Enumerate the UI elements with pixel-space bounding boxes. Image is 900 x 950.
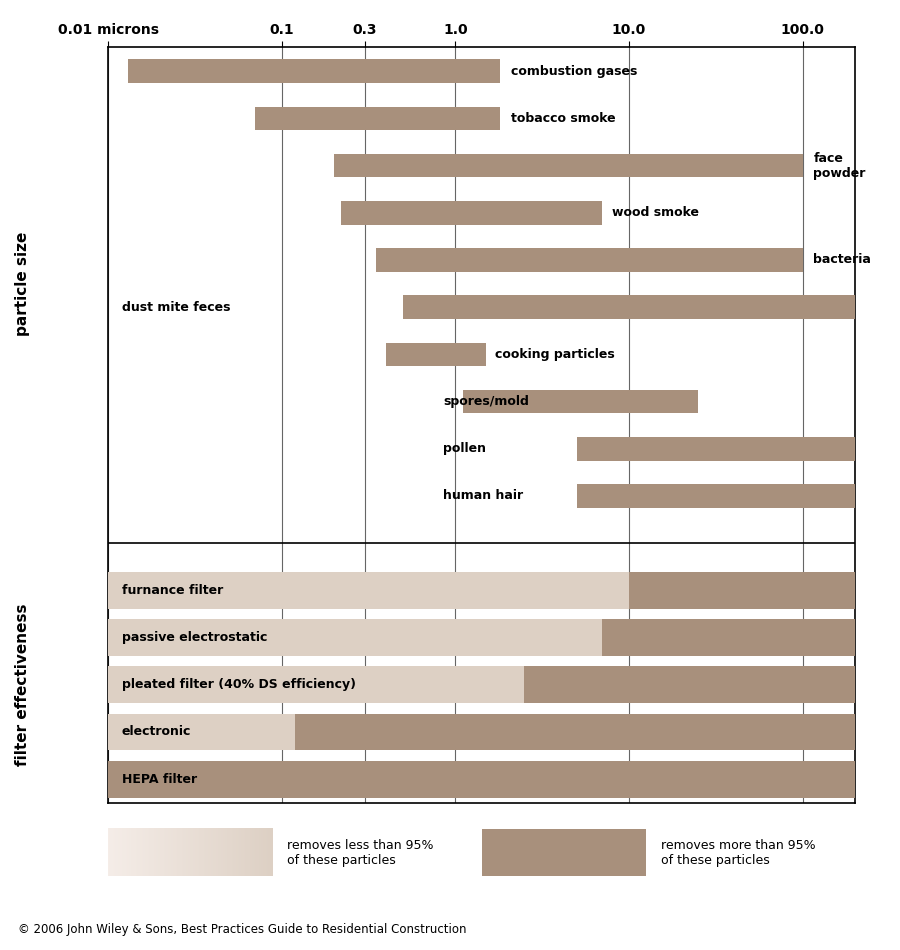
Text: bacteria: bacteria [814, 254, 871, 266]
Bar [602, 619, 855, 655]
Bar [577, 484, 855, 507]
Text: particle size: particle size [15, 232, 30, 335]
Text: pleated filter (40% DS efficiency): pleated filter (40% DS efficiency) [122, 678, 356, 692]
Text: pollen: pollen [443, 443, 486, 455]
Bar [128, 59, 500, 83]
Text: © 2006 John Wiley & Sons, Best Practices Guide to Residential Construction: © 2006 John Wiley & Sons, Best Practices… [18, 922, 466, 936]
Text: passive electrostatic: passive electrostatic [122, 631, 267, 644]
Bar [255, 106, 500, 130]
Bar [341, 200, 602, 224]
Bar [629, 572, 855, 609]
Bar [376, 248, 803, 272]
Bar [463, 390, 698, 413]
Text: tobacco smoke: tobacco smoke [511, 112, 616, 124]
Bar [295, 713, 855, 751]
Bar [108, 761, 855, 798]
Text: filter effectiveness: filter effectiveness [15, 603, 30, 766]
Text: combustion gases: combustion gases [511, 65, 638, 78]
Text: furnance filter: furnance filter [122, 584, 223, 597]
Bar [386, 343, 486, 366]
Text: dust mite feces: dust mite feces [122, 300, 230, 314]
Text: wood smoke: wood smoke [612, 206, 699, 219]
Bar [482, 829, 646, 876]
Bar [108, 666, 525, 703]
Text: electronic: electronic [122, 726, 191, 738]
Bar [403, 295, 855, 319]
Bar [108, 619, 602, 655]
Text: removes more than 95%
of these particles: removes more than 95% of these particles [661, 839, 815, 866]
Text: cooking particles: cooking particles [495, 348, 615, 361]
Bar [334, 154, 803, 178]
Bar [108, 572, 629, 609]
Text: face
powder: face powder [814, 151, 866, 180]
Text: spores/mold: spores/mold [443, 395, 529, 408]
Bar [525, 666, 855, 703]
Text: human hair: human hair [443, 489, 523, 503]
Text: HEPA filter: HEPA filter [122, 772, 197, 786]
Bar [577, 437, 855, 461]
Bar [108, 713, 295, 751]
Text: removes less than 95%
of these particles: removes less than 95% of these particles [287, 839, 434, 866]
